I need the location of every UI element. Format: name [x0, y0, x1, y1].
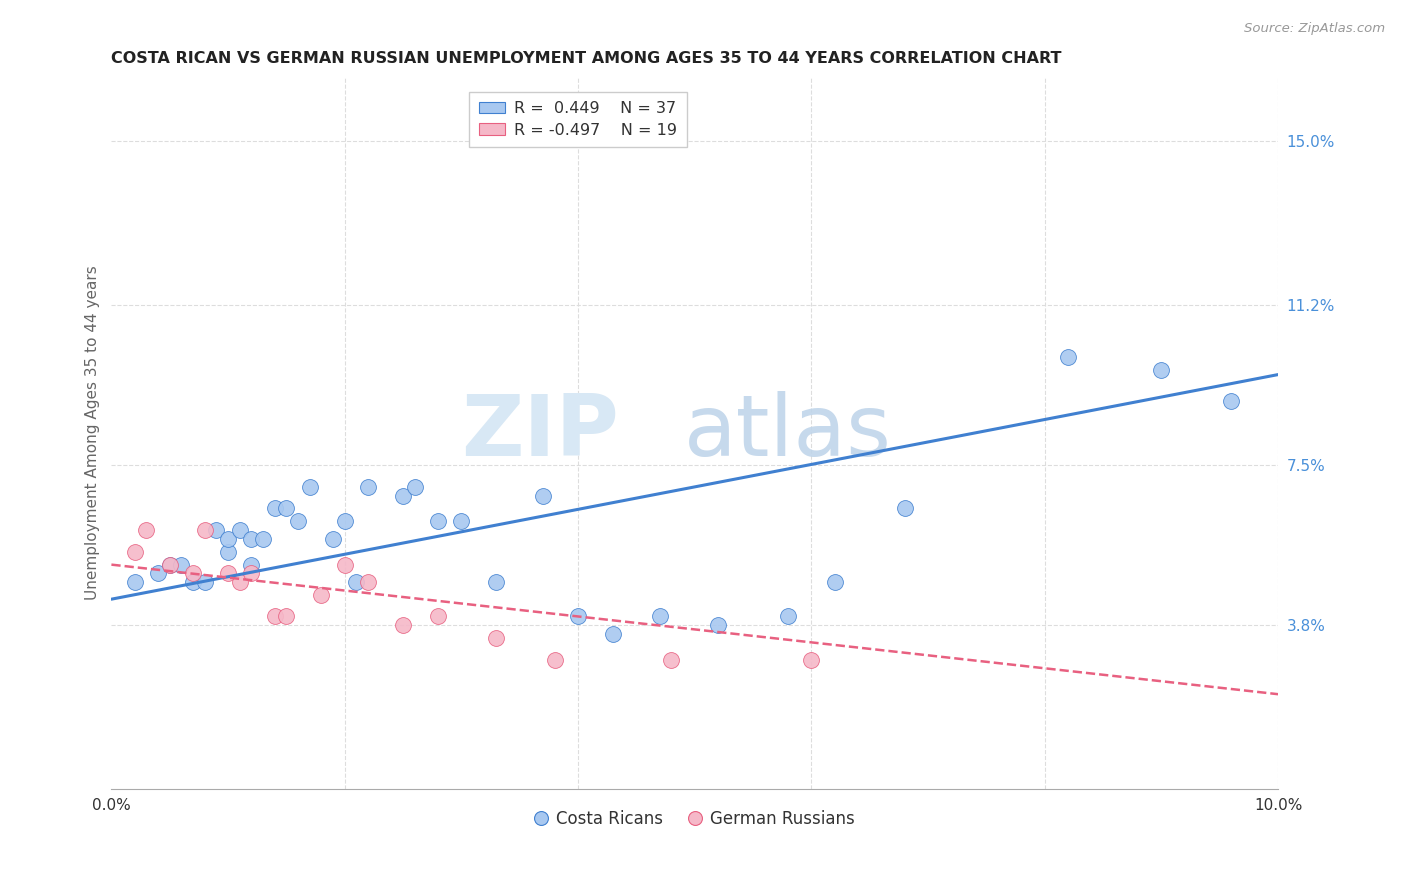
Point — [427, 515, 450, 529]
Point — [333, 558, 356, 572]
Y-axis label: Unemployment Among Ages 35 to 44 years: Unemployment Among Ages 35 to 44 years — [86, 266, 100, 600]
Point — [485, 574, 508, 589]
Point — [159, 558, 181, 572]
Point — [1057, 351, 1080, 365]
Text: Source: ZipAtlas.com: Source: ZipAtlas.com — [1244, 22, 1385, 36]
Point — [707, 618, 730, 632]
Point — [229, 574, 252, 589]
Point — [648, 609, 671, 624]
Point — [1220, 393, 1243, 408]
Point — [276, 501, 298, 516]
Point — [602, 626, 624, 640]
Point — [776, 609, 799, 624]
Point — [263, 609, 285, 624]
Point — [824, 574, 846, 589]
Point — [135, 523, 157, 537]
Point — [229, 523, 252, 537]
Point — [661, 653, 683, 667]
Text: COSTA RICAN VS GERMAN RUSSIAN UNEMPLOYMENT AMONG AGES 35 TO 44 YEARS CORRELATION: COSTA RICAN VS GERMAN RUSSIAN UNEMPLOYME… — [111, 51, 1062, 66]
Point — [159, 558, 181, 572]
Point — [800, 653, 823, 667]
Point — [194, 574, 217, 589]
Point — [544, 653, 567, 667]
Point — [263, 501, 285, 516]
Point — [1150, 363, 1173, 377]
Point — [392, 489, 415, 503]
Point — [450, 515, 472, 529]
Point — [333, 515, 356, 529]
Point — [181, 574, 204, 589]
Point — [205, 523, 228, 537]
Point — [217, 532, 239, 546]
Point — [124, 574, 146, 589]
Point — [485, 631, 508, 645]
Point — [240, 532, 263, 546]
Point — [311, 588, 333, 602]
Point — [170, 558, 193, 572]
Point — [276, 609, 298, 624]
Point — [567, 609, 589, 624]
Point — [252, 532, 274, 546]
Point — [357, 574, 380, 589]
Point — [298, 480, 321, 494]
Point — [427, 609, 450, 624]
Point — [893, 501, 915, 516]
Point — [344, 574, 367, 589]
Point — [124, 544, 146, 558]
Point — [217, 544, 239, 558]
Point — [357, 480, 380, 494]
Point — [531, 489, 554, 503]
Point — [194, 523, 217, 537]
Point — [181, 566, 204, 581]
Point — [240, 558, 263, 572]
Point — [404, 480, 426, 494]
Point — [240, 566, 263, 581]
Text: ZIP: ZIP — [461, 392, 619, 475]
Point — [322, 532, 344, 546]
Point — [392, 618, 415, 632]
Point — [217, 566, 239, 581]
Point — [287, 515, 309, 529]
Text: atlas: atlas — [685, 392, 891, 475]
Legend: Costa Ricans, German Russians: Costa Ricans, German Russians — [529, 803, 862, 834]
Point — [146, 566, 169, 581]
